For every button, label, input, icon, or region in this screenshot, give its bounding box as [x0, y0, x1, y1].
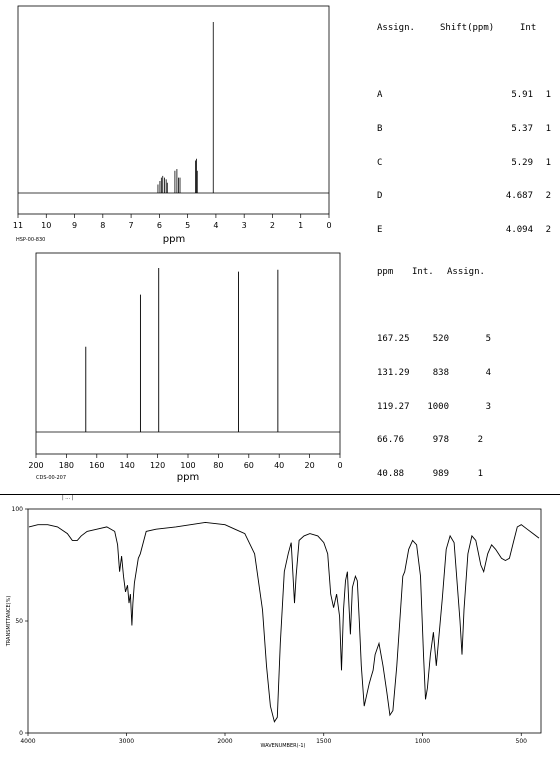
c13-ppm: 167.25 — [377, 334, 410, 345]
c13-int: 978 — [432, 435, 449, 446]
c13-tick-label: 100 — [180, 461, 195, 470]
ir-ytick-label: 0 — [19, 730, 23, 737]
h1-tick-label: 3 — [242, 221, 247, 230]
ir-plot-frame — [27, 508, 542, 734]
section-divider — [0, 494, 560, 495]
h1-int: 1 — [545, 90, 551, 101]
c13-assign: 3 — [485, 401, 491, 412]
h1-tick-label: 5 — [185, 221, 190, 230]
h1-assign: E — [377, 224, 383, 235]
ir-ytick-label: 50 — [15, 618, 23, 625]
h1-tick-label: 0 — [326, 221, 331, 230]
c13-int: 989 — [432, 468, 449, 479]
h1-shift: 5.29 — [511, 157, 533, 168]
c13-tick-label: 140 — [120, 461, 135, 470]
h1-shift: 5.37 — [511, 124, 533, 135]
table-row: 119.27 1000 3 — [377, 402, 497, 413]
h1-plot-frame — [17, 5, 330, 215]
c13-ppm: 119.27 — [377, 401, 410, 412]
c13-code: CDS-00-207 — [36, 475, 67, 481]
h1-assign: B — [377, 124, 383, 135]
table-row: 167.25 520 5 — [377, 334, 497, 345]
table-row: B 5.37 1 — [377, 124, 551, 135]
h1-tick-label: 7 — [129, 221, 134, 230]
c13-tick-label: 80 — [213, 461, 223, 470]
c13-int: 838 — [432, 368, 449, 379]
h1-tick-label: 9 — [72, 221, 77, 230]
h1-header-assign: Assign. — [377, 23, 415, 34]
c13-int: 520 — [432, 334, 449, 345]
h1-assign: D — [377, 191, 383, 202]
c13-assign: 5 — [485, 334, 491, 345]
ir-spectrum-line — [28, 521, 540, 723]
c13-tick-label: 120 — [150, 461, 165, 470]
ir-xtick-label: 1500 — [316, 738, 331, 745]
h1-tick-label: 11 — [13, 221, 23, 230]
c13-assign: 4 — [485, 368, 491, 379]
h1-table: Assign. Shift(ppm) Int A 5.91 1 B 5.37 1 C 5.… — [377, 1, 551, 247]
c13-nmr-chart: 200 180 160 140 120 100 80 60 40 20 0 ppm — [28, 252, 343, 483]
c13-plot-frame — [35, 252, 341, 455]
c13-tick-label: 60 — [244, 461, 254, 470]
c13-ppm: 66.76 — [377, 435, 405, 446]
h1-int: 2 — [545, 191, 551, 202]
ir-ylabel: TRANSMITTANCE(%) — [6, 596, 12, 648]
c13-header-assign: Assign. — [447, 267, 485, 278]
h1-tick-label: 4 — [213, 221, 218, 230]
ir-ytick-label: 100 — [12, 506, 24, 513]
ir-xtick-label: 1000 — [415, 738, 430, 745]
c13-tick-label: 200 — [28, 461, 43, 470]
h1-header-int: Int — [520, 23, 537, 34]
h1-assign: A — [377, 90, 383, 101]
ir-xtick-label: 2000 — [217, 738, 232, 745]
c13-tick-label: 20 — [305, 461, 315, 470]
c13-ppm: 131.29 — [377, 368, 410, 379]
h1-int: 1 — [545, 124, 551, 135]
h1-assign: C — [377, 157, 383, 168]
h1-xlabel: ppm — [163, 234, 185, 245]
h1-header-shift: Shift(ppm) — [440, 23, 495, 34]
c13-int: 1000 — [427, 401, 449, 412]
h1-tick-label: 2 — [270, 221, 275, 230]
c13-tick-label: 180 — [59, 461, 74, 470]
ir-xtick-label: 500 — [516, 738, 528, 745]
c13-assign: 1 — [477, 468, 483, 479]
table-row: A 5.91 1 — [377, 90, 551, 101]
c13-table: ppm Int. Assign. 167.25 520 5 131.29 838 4 1… — [377, 245, 497, 491]
c13-tick-label: 0 — [337, 461, 342, 470]
h1-int: 2 — [545, 224, 551, 235]
c13-tick-label: 160 — [89, 461, 104, 470]
c13-assign: 2 — [477, 435, 483, 446]
h1-tick-label: 8 — [100, 221, 105, 230]
c13-header-int: Int. — [412, 267, 434, 278]
table-row: 131.29 838 4 — [377, 368, 497, 379]
ir-xtick-label: 4000 — [20, 738, 35, 745]
table-row: D 4.687 2 — [377, 191, 551, 202]
h1-tick-label: 6 — [157, 221, 162, 230]
h1-code: HSP-00-830 — [16, 237, 46, 243]
table-row: C 5.29 1 — [377, 158, 551, 169]
ir-xtick-label: 3000 — [119, 738, 134, 745]
table-row: 66.76 978 2 — [377, 435, 497, 446]
h1-shift: 4.094 — [505, 224, 533, 235]
table-row: E 4.094 2 — [377, 225, 551, 236]
table-row: 40.88 989 1 — [377, 469, 497, 480]
ir-xlabel: WAVENUMBER(-1) — [260, 743, 305, 749]
c13-table-header: ppm Int. Assign. — [377, 267, 497, 278]
c13-tick-label: 40 — [274, 461, 284, 470]
h1-tick-label: 1 — [298, 221, 303, 230]
h1-tick-label: 10 — [41, 221, 51, 230]
h1-shift: 4.687 — [505, 191, 533, 202]
h1-nmr-chart: 11 10 9 8 7 6 5 4 3 2 1 0 ppm — [13, 5, 332, 245]
c13-ppm: 40.88 — [377, 468, 405, 479]
h1-int: 1 — [545, 157, 551, 168]
h1-table-header: Assign. Shift(ppm) Int — [377, 23, 551, 34]
ir-header-fragment: | ... | — [62, 495, 74, 501]
h1-shift: 5.91 — [511, 90, 533, 101]
c13-header-ppm: ppm — [377, 267, 394, 278]
c13-xlabel: ppm — [177, 472, 199, 483]
